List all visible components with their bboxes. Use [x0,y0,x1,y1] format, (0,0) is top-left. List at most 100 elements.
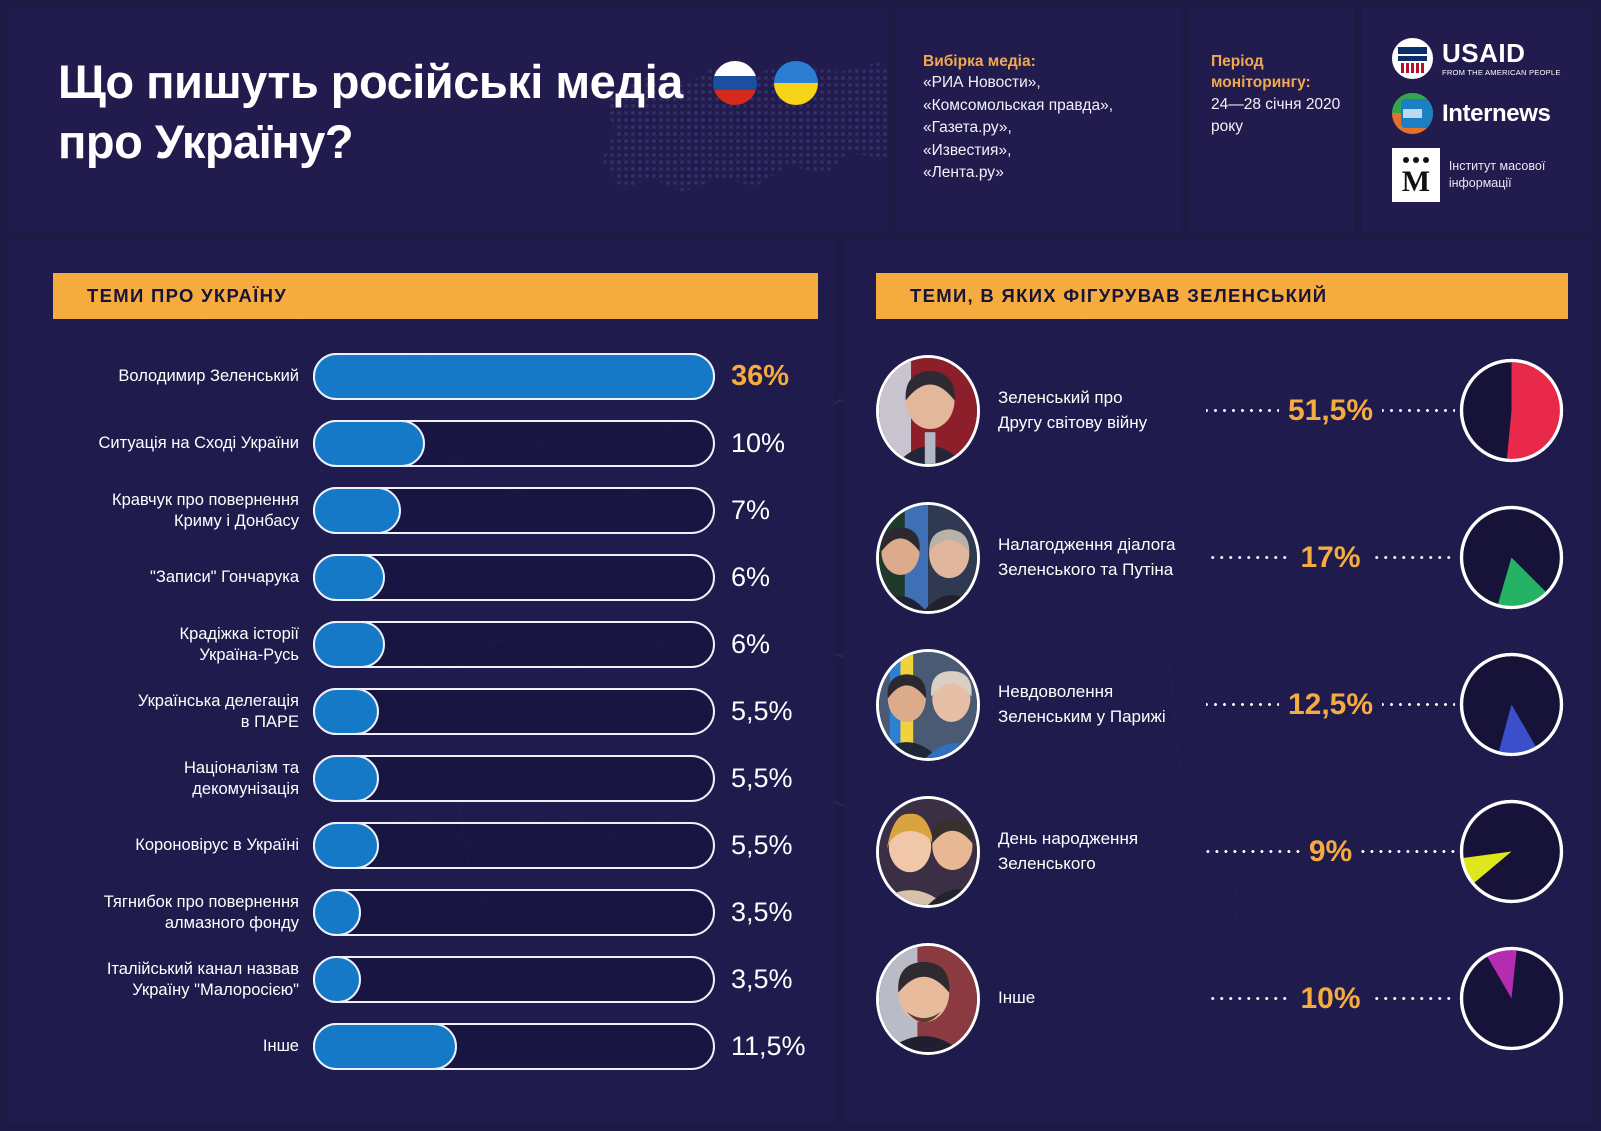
imi-mark-icon: М [1392,148,1440,202]
media-sample-list: «РИА Новости», «Комсомольская правда», «… [923,72,1173,184]
pie-chart [1455,942,1568,1055]
internews-wordmark: Internews [1442,99,1551,127]
dotted-leader-right [1369,556,1456,559]
bar-row: Ситуація на Сході України 10% [8,410,835,477]
internews-mark-icon [1392,93,1433,134]
pie-label-line: Зеленського та Путіна [998,559,1174,579]
bar-row: Націоналізм та декомунізація 5,5% [8,745,835,812]
pie-row: Налагодження діалога Зеленського та Путін… [843,484,1593,631]
bar-label: Українська делегація в ПАРЕ [8,691,313,733]
pie-chart-list: Зеленський про Другу світову війну 51,5% На… [843,337,1593,1072]
usaid-tagline: FROM THE AMERICAN PEOPLE [1442,68,1561,77]
bar-value: 5,5% [731,830,793,860]
bar-label-line: Ситуація на Сході України [98,434,299,453]
pie-label-line: Зеленський про [998,388,1123,408]
bar-label-line: Україна-Русь [199,645,299,664]
bar-fill [312,352,715,400]
pie-value: 10% [1300,981,1361,1015]
bar-label: Тягнибок про повернення алмазного фонду [8,892,313,934]
zelensky-couple-portrait [876,795,980,908]
bar-fill [312,687,379,735]
pie-connector: 51,5% [1206,391,1456,431]
imi-logo: М Інститут масової інформації [1392,148,1593,202]
pie-chart [1455,795,1568,908]
zelensky-portrait [876,354,980,467]
bar-fill [312,955,361,1003]
bar-fill [312,754,379,802]
bar-label-line: Націоналізм та [183,758,299,777]
bar-label: Володимир Зеленський [8,366,313,387]
pie-label: День народження Зеленського [998,827,1206,875]
pie-connector: 10% [1206,979,1456,1019]
bar-track [312,754,715,802]
bar-track [312,553,715,601]
bar-fill [312,419,425,467]
pie-connector: 17% [1206,538,1456,578]
header-title-cell: Що пишуть російські медіа про Україну? [8,8,888,233]
pie-value: 9% [1308,834,1353,868]
bar-label-line: декомунізація [192,779,299,798]
bar-fill [312,486,401,534]
bar-label-line: Кравчук про повернення [111,490,299,509]
bar-label-line: "Записи" Гончарука [150,568,299,587]
bar-label: Кравчук про повернення Криму і Донбасу [8,490,313,532]
pie-value: 17% [1300,540,1361,574]
bar-label-line: Італійський канал назвав [106,959,299,978]
zelensky-topics-panel: ТЕМИ, В ЯКИХ ФІГУРУВАВ ЗЕЛЕНСЬКИЙ Зеленс… [843,241,1593,1123]
bar-fill [312,620,385,668]
topics-about-ukraine-panel: ТЕМИ ПРО УКРАЇНУ Володимир Зеленський 36%… [8,241,835,1123]
bar-value: 6% [731,629,771,659]
bar-fill [312,1022,457,1070]
period-label: Період моніторингу: [1211,53,1311,92]
bar-value: 5,5% [731,696,793,726]
pie-row: День народження Зеленського 9% [843,778,1593,925]
zelensky-merkel-portrait [876,648,980,761]
pie-label-line: Зеленським у Парижі [998,706,1166,726]
bar-fill [312,888,361,936]
bar-value: 36% [731,360,790,392]
bar-row: Володимир Зеленський 36% [8,343,835,410]
pie-label-line: Зеленського [998,853,1096,873]
bar-fill [312,553,385,601]
bar-track [312,419,715,467]
pie-label-line: День народження [998,829,1139,849]
bar-label-line: Тягнибок про повернення [103,892,299,911]
imi-letter: М [1401,164,1431,198]
bar-row: "Записи" Гончарука 6% [8,544,835,611]
pie-value: 12,5% [1287,687,1374,721]
bar-track [312,1022,715,1070]
pie-chart [1455,501,1568,614]
zelensky-smiling-portrait [876,942,980,1055]
dotted-leader-right [1361,850,1456,853]
dotted-leader-left [1206,556,1292,559]
usaid-wordmark: USAID [1442,38,1526,68]
bar-track [312,821,715,869]
bar-label: Італійський канал назвав Україну "Малорос… [8,959,313,1001]
bar-label: "Записи" Гончарука [8,567,313,588]
pie-row: Зеленський про Другу світову війну 51,5% [843,337,1593,484]
bar-track [312,687,715,735]
dotted-leader-right [1382,409,1456,412]
pie-label-line: Інше [998,988,1036,1008]
bar-label-line: Короновірус в Україні [135,836,299,855]
pie-label-line: Невдоволення [998,682,1114,702]
bar-value: 7% [731,495,771,525]
pie-connector: 12,5% [1206,685,1456,725]
media-item: «Известия», [923,141,1012,159]
media-item: «Комсомольская правда», [923,96,1114,114]
bar-value: 3,5% [731,964,793,994]
bar-row: Тягнибок про повернення алмазного фонду 3,… [8,879,835,946]
right-panel-heading: ТЕМИ, В ЯКИХ ФІГУРУВАВ ЗЕЛЕНСЬКИЙ [876,273,1568,319]
bar-track [312,955,715,1003]
bar-value: 3,5% [731,897,793,927]
pie-label: Зеленський про Другу світову війну [998,386,1206,434]
bar-label: Короновірус в Україні [8,835,313,856]
bar-label-line: в ПАРЕ [240,712,299,731]
bar-label-line: Інше [262,1037,299,1056]
bar-row: Українська делегація в ПАРЕ 5,5% [8,678,835,745]
dotted-leader-left [1206,703,1279,706]
bar-label: Націоналізм та декомунізація [8,758,313,800]
internews-logo: Internews [1392,93,1593,134]
bar-label-line: Українська делегація [137,691,299,710]
